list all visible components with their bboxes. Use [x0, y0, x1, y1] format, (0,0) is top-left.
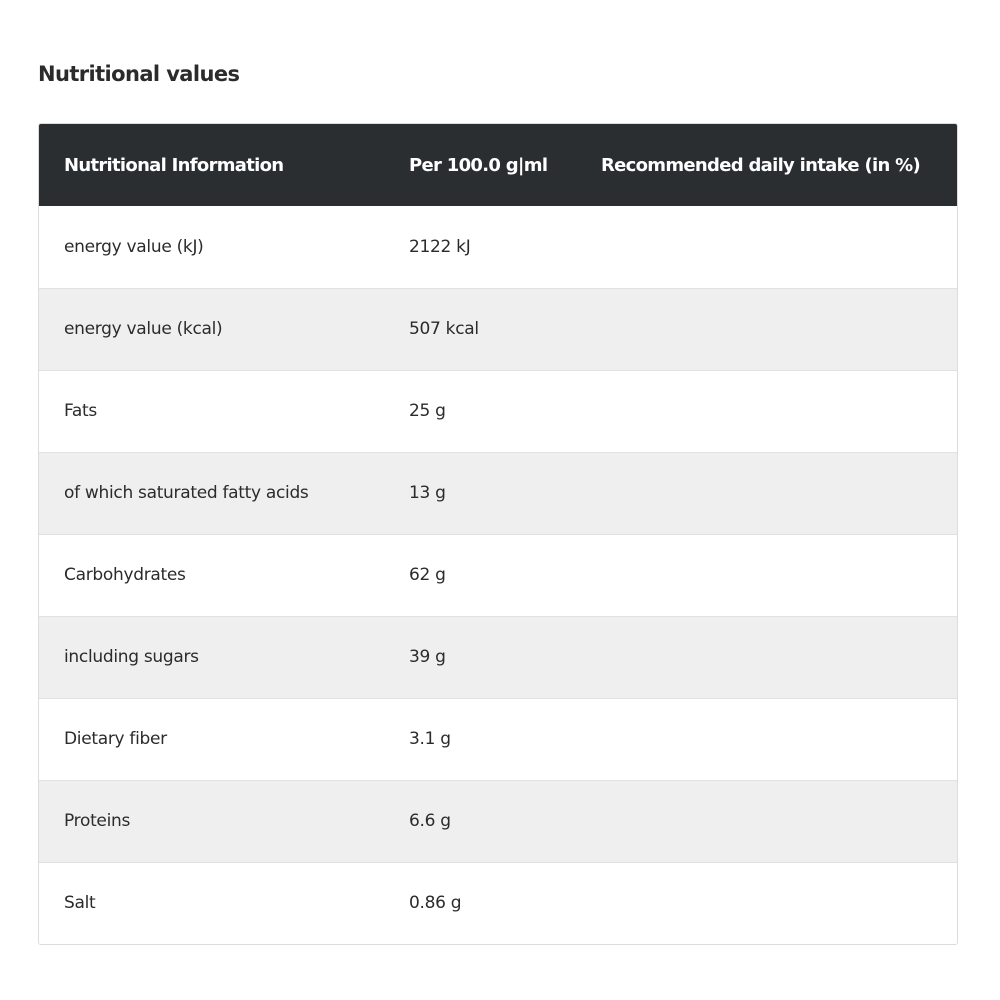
header-recommended-daily-intake: Recommended daily intake (in %)	[601, 154, 921, 176]
nutrient-rdi	[593, 206, 957, 288]
nutrient-rdi	[593, 534, 957, 616]
nutrient-per-100: 62 g	[409, 565, 446, 585]
nutrient-per-100: 39 g	[409, 647, 446, 667]
table-row: energy value (kcal) 507 kcal	[39, 288, 957, 370]
table-row: including sugars 39 g	[39, 616, 957, 698]
table-body: energy value (kJ) 2122 kJ energy value (…	[39, 206, 957, 944]
nutrition-table: Nutritional Information Per 100.0 g|ml R…	[39, 124, 957, 944]
nutrient-rdi	[593, 698, 957, 780]
nutrient-name: Dietary fiber	[64, 729, 167, 749]
table-row: Carbohydrates 62 g	[39, 534, 957, 616]
nutrient-name: including sugars	[64, 647, 199, 667]
nutrient-per-100: 13 g	[409, 483, 446, 503]
nutrient-per-100: 6.6 g	[409, 811, 451, 831]
header-per-100: Per 100.0 g|ml	[409, 154, 548, 176]
nutrient-rdi	[593, 862, 957, 944]
nutrient-name: energy value (kJ)	[64, 236, 204, 257]
nutrient-per-100: 0.86 g	[409, 893, 462, 914]
table-row: Dietary fiber 3.1 g	[39, 698, 957, 780]
nutrient-rdi	[593, 288, 957, 370]
nutrient-name: Carbohydrates	[64, 565, 186, 585]
nutrient-name: Proteins	[64, 811, 131, 831]
nutrient-per-100: 3.1 g	[409, 729, 451, 749]
table-row: of which saturated fatty acids 13 g	[39, 452, 957, 534]
nutrient-name: energy value (kcal)	[64, 319, 223, 339]
nutrient-rdi	[593, 452, 957, 534]
nutrient-per-100: 25 g	[409, 401, 446, 421]
nutrient-name: Fats	[64, 401, 97, 421]
nutrient-rdi	[593, 370, 957, 452]
table-header-row: Nutritional Information Per 100.0 g|ml R…	[39, 124, 957, 206]
table-row: Proteins 6.6 g	[39, 780, 957, 862]
table-header: Nutritional Information Per 100.0 g|ml R…	[39, 124, 957, 206]
nutrient-name: of which saturated fatty acids	[64, 483, 309, 503]
nutrition-table-container: Nutritional Information Per 100.0 g|ml R…	[38, 123, 958, 945]
table-row: Fats 25 g	[39, 370, 957, 452]
nutrient-rdi	[593, 780, 957, 862]
table-row: energy value (kJ) 2122 kJ	[39, 206, 957, 288]
section-title: Nutritional values	[38, 62, 240, 86]
nutrient-per-100: 507 kcal	[409, 319, 479, 339]
nutrient-per-100: 2122 kJ	[409, 236, 471, 257]
header-nutritional-information: Nutritional Information	[64, 154, 284, 176]
nutrient-rdi	[593, 616, 957, 698]
table-row: Salt 0.86 g	[39, 862, 957, 944]
nutrient-name: Salt	[64, 893, 96, 914]
